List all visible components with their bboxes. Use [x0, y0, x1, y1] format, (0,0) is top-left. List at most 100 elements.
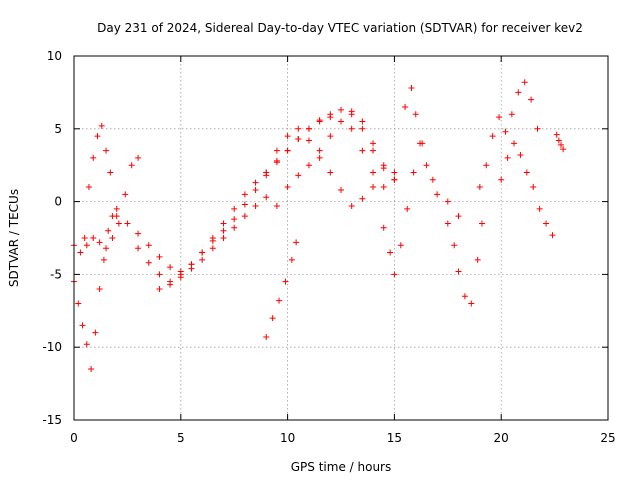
data-point — [348, 125, 355, 132]
data-point — [517, 152, 524, 159]
data-point — [434, 191, 441, 198]
data-point — [128, 162, 135, 169]
data-point — [359, 147, 366, 154]
y-axis-label: SDTVAR / TECUs — [7, 189, 21, 287]
data-point — [284, 147, 291, 154]
data-point — [156, 285, 163, 292]
data-point — [515, 89, 522, 96]
chart-title: Day 231 of 2024, Sidereal Day-to-day VTE… — [97, 21, 583, 35]
data-point — [199, 256, 206, 263]
data-point — [338, 118, 344, 125]
data-point — [429, 176, 436, 183]
data-point — [263, 334, 270, 341]
y-tick-label: 10 — [47, 49, 62, 63]
data-point — [88, 366, 95, 373]
data-point — [338, 186, 344, 193]
data-point — [408, 85, 415, 92]
series-track-j — [402, 85, 462, 220]
x-tick-label: 5 — [177, 431, 185, 445]
data-point — [145, 259, 152, 266]
data-point — [167, 281, 174, 288]
data-point — [252, 202, 259, 209]
data-point — [177, 274, 184, 281]
data-point — [543, 220, 550, 227]
data-point — [327, 133, 334, 140]
data-point — [103, 245, 110, 252]
data-point — [549, 232, 556, 239]
data-point — [241, 201, 248, 208]
y-tick-label: -10 — [42, 340, 62, 354]
data-point — [122, 191, 129, 198]
data-point — [489, 133, 496, 140]
y-tick-label: 0 — [54, 195, 62, 209]
data-point — [474, 256, 481, 263]
data-point — [502, 128, 509, 135]
y-tick-label: -5 — [50, 267, 62, 281]
data-point — [359, 125, 366, 132]
data-point — [455, 268, 462, 275]
series-track-m — [498, 140, 556, 239]
data-point — [94, 133, 101, 140]
data-point — [508, 111, 515, 118]
data-point — [284, 133, 291, 140]
data-point — [284, 184, 291, 191]
data-point — [282, 278, 289, 285]
data-point — [276, 297, 283, 304]
axis-ticks: 0 5 10 15 20 25 -15 -10 -5 0 5 10 — [42, 49, 615, 445]
data-point — [476, 184, 483, 191]
data-point — [273, 159, 280, 166]
data-point — [269, 315, 276, 322]
data-point — [528, 96, 535, 103]
series-track-g — [263, 239, 300, 341]
data-point — [316, 154, 323, 161]
data-point — [241, 213, 248, 220]
data-point — [451, 242, 458, 249]
data-point — [534, 125, 541, 132]
data-point — [370, 147, 377, 154]
data-point — [293, 239, 300, 246]
data-point — [444, 198, 451, 205]
data-point — [295, 172, 302, 179]
x-tick-label: 0 — [70, 431, 78, 445]
data-point — [135, 230, 142, 237]
data-point — [295, 125, 302, 132]
data-point — [79, 322, 86, 329]
data-point — [124, 220, 131, 227]
data-point — [412, 111, 419, 118]
data-point — [305, 137, 312, 144]
plot-frame — [73, 55, 609, 421]
series-track-f — [156, 111, 398, 292]
data-point — [455, 213, 462, 220]
data-point — [81, 235, 88, 241]
data-point — [370, 140, 377, 147]
data-point — [115, 220, 122, 227]
data-point — [560, 146, 567, 153]
data-point — [391, 271, 398, 278]
data-point — [100, 256, 107, 263]
data-point — [391, 176, 398, 183]
data-point — [419, 140, 426, 147]
data-points — [71, 79, 567, 373]
data-point — [96, 239, 103, 246]
data-point — [402, 103, 409, 110]
data-point — [483, 162, 490, 169]
data-point — [83, 341, 90, 348]
data-point — [263, 194, 270, 201]
data-point — [220, 227, 227, 234]
data-point — [90, 235, 97, 241]
data-point — [90, 154, 97, 161]
x-tick-label: 20 — [494, 431, 509, 445]
data-point — [263, 169, 270, 176]
data-point — [83, 242, 90, 249]
data-point — [511, 140, 518, 147]
data-point — [241, 191, 248, 198]
data-point — [316, 147, 323, 154]
data-point — [338, 106, 344, 113]
data-point — [523, 169, 530, 176]
data-point — [231, 224, 238, 231]
data-point — [220, 220, 227, 227]
data-point — [536, 205, 543, 212]
data-point — [156, 271, 163, 278]
data-point — [359, 195, 366, 202]
